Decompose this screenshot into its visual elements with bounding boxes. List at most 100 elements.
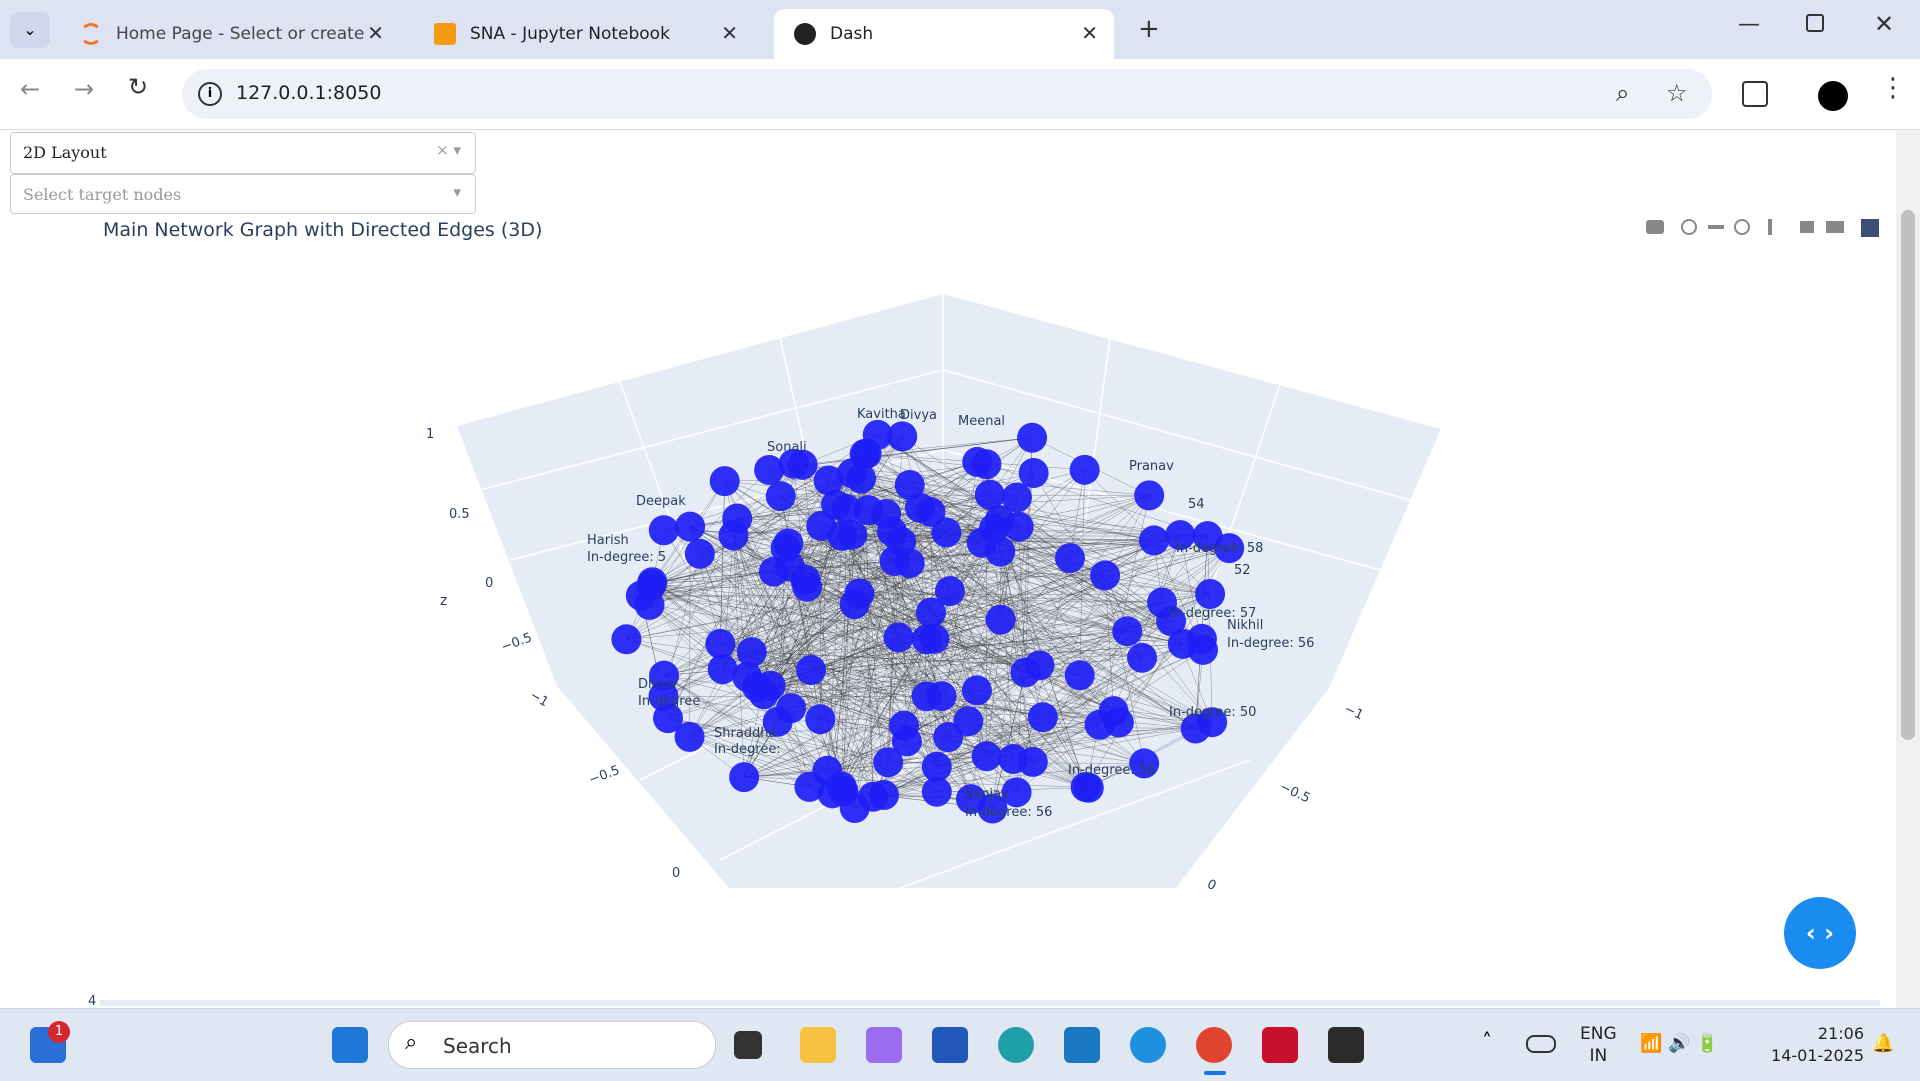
node: [1112, 616, 1142, 646]
taskbar-search[interactable]: ⌕ Search: [388, 1021, 716, 1069]
task-view[interactable]: [734, 1031, 762, 1059]
z-axis-title: z: [440, 593, 447, 609]
node: [1017, 423, 1047, 453]
copilot[interactable]: [866, 1027, 902, 1063]
node-label: Harish: [587, 533, 629, 548]
z-tick-label: −0.5: [499, 630, 534, 655]
edge[interactable]: [998, 1027, 1034, 1063]
date: 14-01-2025: [1760, 1045, 1864, 1067]
node: [922, 777, 952, 807]
start-button[interactable]: [332, 1027, 368, 1063]
node: [1010, 657, 1040, 687]
modebar-camera[interactable]: [1646, 220, 1664, 234]
node: [756, 671, 786, 701]
node: [1085, 710, 1115, 740]
node: [710, 466, 740, 496]
node: [840, 589, 870, 619]
node: [729, 762, 759, 792]
store[interactable]: [932, 1027, 968, 1063]
node: [766, 481, 796, 511]
node-label: Meenal: [958, 414, 1005, 429]
network-volume-battery[interactable]: 📶 🔊 🔋: [1640, 1033, 1719, 1054]
x-tick-label: 0: [672, 866, 680, 881]
node-label: In-degree: 56: [1227, 636, 1314, 651]
node-label: Pranav: [1129, 459, 1174, 474]
tray-chevron[interactable]: ˄: [1482, 1029, 1492, 1053]
node-label: In-degree: 56: [1068, 763, 1155, 778]
modebar-orbit[interactable]: [1735, 220, 1749, 234]
node-label: In-degree: 57: [1169, 606, 1256, 621]
node-label: 54: [1188, 497, 1205, 512]
modebar: [1646, 219, 1879, 237]
node: [1134, 480, 1164, 510]
modebar-turntable[interactable]: [1768, 219, 1772, 235]
node: [1065, 660, 1095, 690]
node: [675, 512, 705, 542]
modebar-camera-reset[interactable]: [1826, 221, 1844, 233]
onedrive[interactable]: [1526, 1035, 1556, 1053]
z-tick-label: 1: [426, 427, 434, 442]
help[interactable]: [1130, 1027, 1166, 1063]
x-tick-label: −0.5: [587, 763, 622, 788]
node: [912, 681, 942, 711]
node: [1028, 702, 1058, 732]
notifications[interactable]: 🔔: [1872, 1033, 1894, 1054]
node: [1019, 458, 1049, 488]
node: [895, 470, 925, 500]
node: [837, 520, 867, 550]
node: [858, 782, 888, 812]
node: [773, 528, 803, 558]
region-code: IN: [1580, 1045, 1617, 1067]
node: [912, 624, 942, 654]
node: [626, 581, 656, 611]
chrome[interactable]: [1196, 1027, 1232, 1063]
node: [1139, 525, 1169, 555]
node: [1018, 747, 1048, 777]
node: [846, 464, 876, 494]
file-explorer[interactable]: [800, 1027, 836, 1063]
node: [611, 624, 641, 654]
scrollbar-thumb[interactable]: [1901, 210, 1915, 740]
node: [962, 675, 992, 705]
modebar-zoom[interactable]: [1682, 220, 1696, 234]
scrollbar[interactable]: [1896, 130, 1920, 1008]
node: [1090, 560, 1120, 590]
node: [884, 622, 914, 652]
z-tick-label: −1: [527, 688, 551, 711]
modebar-home[interactable]: [1800, 221, 1814, 233]
devtools-icon: ‹ ›: [1806, 919, 1834, 947]
node-label: Deepak: [636, 494, 686, 509]
node: [705, 629, 735, 659]
node: [685, 539, 715, 569]
node: [886, 527, 916, 557]
time: 21:06: [1760, 1023, 1864, 1045]
z-tick-label: 0.5: [449, 507, 470, 522]
modebar-plotly-logo[interactable]: [1861, 219, 1879, 237]
node: [871, 499, 901, 529]
node: [986, 605, 1016, 635]
active-indicator: [1204, 1071, 1226, 1075]
node-label: Divya: [900, 408, 937, 423]
node-label: Sonali: [767, 440, 807, 455]
graph: Main Network Graph with Directed Edges (…: [0, 0, 1896, 1008]
graph-title: Main Network Graph with Directed Edges (…: [103, 219, 542, 241]
myhp[interactable]: [1064, 1027, 1100, 1063]
node-label: In-degree: 56: [965, 805, 1052, 820]
node-label: Sanjay: [965, 787, 1009, 802]
terminal[interactable]: [1328, 1027, 1364, 1063]
node: [649, 515, 679, 545]
search-text: Search: [443, 1034, 512, 1058]
node: [935, 576, 965, 606]
node: [675, 722, 705, 752]
node: [953, 706, 983, 736]
node: [1055, 543, 1085, 573]
modebar-pan[interactable]: [1708, 225, 1724, 229]
next-graph-tick: 4: [88, 994, 96, 1008]
node: [887, 421, 917, 451]
node: [794, 772, 824, 802]
mcafee[interactable]: [1262, 1027, 1298, 1063]
